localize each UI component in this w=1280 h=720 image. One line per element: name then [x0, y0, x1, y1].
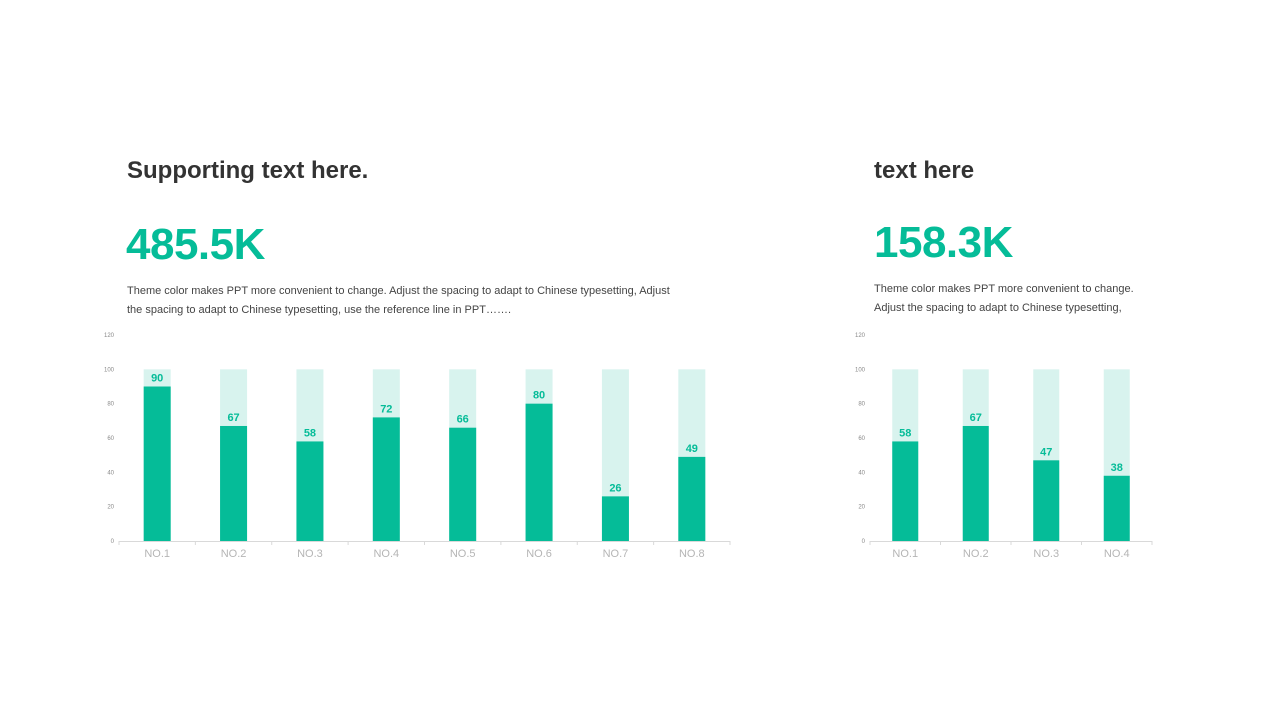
- right-chart-y-tick-label: 20: [858, 505, 865, 511]
- left-chart-y-tick-label: 20: [107, 505, 114, 511]
- left-chart-data-label: 80: [533, 390, 545, 402]
- left-description: Theme color makes PPT more convenient to…: [127, 285, 670, 316]
- left-chart-data-label: 49: [686, 443, 698, 455]
- left-chart-data-label: 26: [609, 482, 621, 494]
- right-chart-category-label: NO.2: [963, 548, 989, 560]
- left-heading: Supporting text here.: [127, 157, 369, 184]
- right-chart-data-label: 47: [1040, 446, 1052, 458]
- right-chart-data-label: 67: [970, 412, 982, 424]
- left-chart-category-label: NO.5: [450, 548, 476, 560]
- left-chart-bar: [601, 496, 629, 541]
- left-chart-data-label: 58: [304, 427, 316, 439]
- left-chart-category-label: NO.2: [221, 548, 247, 560]
- left-chart-bar: [678, 456, 706, 541]
- left-chart-y-tick-label: 100: [104, 367, 115, 373]
- right-description: Theme color makes PPT more convenient to…: [874, 283, 1134, 314]
- left-chart-bar: [525, 403, 553, 541]
- left-chart-data-label: 72: [380, 403, 392, 415]
- right-chart-y-tick-label: 120: [855, 333, 866, 339]
- left-chart-category-label: NO.8: [679, 548, 705, 560]
- left-chart-bar: [220, 425, 248, 541]
- right-heading: text here: [874, 157, 975, 184]
- right-chart-category-label: NO.1: [892, 548, 918, 560]
- right-chart-y-tick-label: 100: [855, 367, 866, 373]
- left-chart-category-label: NO.7: [603, 548, 629, 560]
- left-chart-data-label: 66: [457, 414, 469, 426]
- left-bar-chart: 0 20 40 60 80 100 120 90 NO.1 67 NO.2 58 NO.3 72 NO.4 6…: [104, 333, 731, 560]
- left-chart-category-label: NO.1: [144, 548, 170, 560]
- left-chart-y-tick-label: 60: [107, 436, 114, 442]
- right-chart-bar: [892, 441, 919, 541]
- right-chart-y-tick-label: 0: [862, 539, 866, 545]
- right-chart-data-label: 58: [899, 427, 911, 439]
- left-chart-bar: [296, 441, 324, 541]
- right-chart-bar: [1033, 460, 1060, 541]
- left-big-number: 485.5K: [126, 220, 265, 269]
- right-chart-data-label: 38: [1111, 462, 1123, 474]
- right-panel: text here 158.3K Theme color makes PPT m…: [840, 0, 1280, 720]
- right-chart-bar: [1103, 475, 1130, 541]
- right-chart-y-tick-label: 40: [858, 470, 865, 476]
- left-chart-bar: [449, 427, 477, 541]
- left-chart-category-label: NO.3: [297, 548, 323, 560]
- left-chart-y-tick-label: 0: [111, 539, 115, 545]
- left-chart-category-label: NO.6: [526, 548, 552, 560]
- right-chart-y-tick-label: 80: [858, 402, 865, 408]
- left-chart-category-label: NO.4: [373, 548, 399, 560]
- left-chart-bar: [372, 417, 400, 541]
- left-panel: Supporting text here. 485.5K Theme color…: [104, 157, 731, 560]
- left-chart-data-label: 67: [227, 412, 239, 424]
- left-chart-data-label: 90: [151, 373, 163, 385]
- right-big-number: 158.3K: [874, 218, 1013, 267]
- left-chart-y-tick-label: 120: [104, 333, 115, 339]
- right-chart-category-label: NO.3: [1033, 548, 1059, 560]
- right-chart-y-tick-label: 60: [858, 436, 865, 442]
- right-chart-bar: [962, 425, 989, 541]
- left-chart-y-tick-label: 80: [107, 402, 114, 408]
- left-chart-y-tick-label: 40: [107, 470, 114, 476]
- right-chart-category-label: NO.4: [1104, 548, 1130, 560]
- left-chart-bar: [143, 386, 171, 541]
